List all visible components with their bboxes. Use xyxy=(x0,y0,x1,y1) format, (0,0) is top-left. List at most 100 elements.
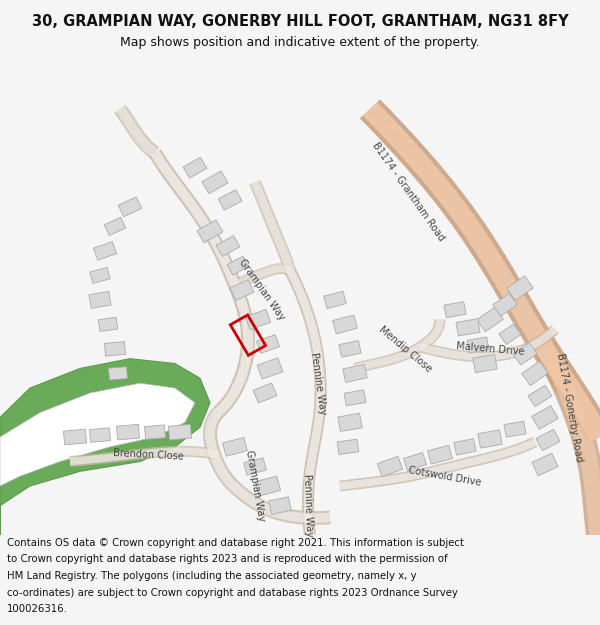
Polygon shape xyxy=(309,511,310,525)
Polygon shape xyxy=(490,270,515,285)
Polygon shape xyxy=(98,453,100,464)
Polygon shape xyxy=(421,469,424,479)
Polygon shape xyxy=(399,472,401,483)
Polygon shape xyxy=(189,446,190,457)
Polygon shape xyxy=(517,348,520,355)
Polygon shape xyxy=(472,352,473,360)
Polygon shape xyxy=(540,349,557,360)
Polygon shape xyxy=(77,456,79,466)
Polygon shape xyxy=(196,448,197,456)
Polygon shape xyxy=(497,278,515,288)
Polygon shape xyxy=(550,375,572,385)
Polygon shape xyxy=(121,114,130,119)
Polygon shape xyxy=(446,199,463,212)
Polygon shape xyxy=(484,351,485,362)
Polygon shape xyxy=(390,474,392,485)
Polygon shape xyxy=(364,479,366,487)
Polygon shape xyxy=(232,281,238,290)
Polygon shape xyxy=(205,429,215,431)
Polygon shape xyxy=(283,508,286,522)
Polygon shape xyxy=(504,449,506,457)
Polygon shape xyxy=(413,470,416,481)
Polygon shape xyxy=(203,432,217,433)
Polygon shape xyxy=(427,467,430,478)
Polygon shape xyxy=(116,108,128,116)
Polygon shape xyxy=(137,137,148,146)
Polygon shape xyxy=(430,331,439,338)
Polygon shape xyxy=(255,193,266,198)
Polygon shape xyxy=(542,353,557,361)
Polygon shape xyxy=(475,352,476,361)
Polygon shape xyxy=(235,374,248,380)
Polygon shape xyxy=(125,452,127,459)
Polygon shape xyxy=(439,191,461,208)
Polygon shape xyxy=(271,265,274,275)
Polygon shape xyxy=(265,505,269,514)
Polygon shape xyxy=(580,476,600,480)
Polygon shape xyxy=(205,442,218,446)
Polygon shape xyxy=(193,211,206,220)
Polygon shape xyxy=(223,269,236,275)
Polygon shape xyxy=(308,448,320,451)
Polygon shape xyxy=(284,264,292,267)
Polygon shape xyxy=(158,447,160,458)
Polygon shape xyxy=(238,280,241,287)
Polygon shape xyxy=(119,113,131,121)
Polygon shape xyxy=(303,478,315,479)
Polygon shape xyxy=(265,217,276,222)
Polygon shape xyxy=(287,266,289,273)
Polygon shape xyxy=(449,463,452,471)
Polygon shape xyxy=(300,512,302,522)
Polygon shape xyxy=(537,338,542,344)
Polygon shape xyxy=(242,276,247,286)
Polygon shape xyxy=(263,211,271,214)
Polygon shape xyxy=(246,276,249,283)
Polygon shape xyxy=(589,429,600,439)
Polygon shape xyxy=(289,274,296,278)
Polygon shape xyxy=(369,477,371,488)
Polygon shape xyxy=(181,194,193,204)
Polygon shape xyxy=(410,471,413,481)
Polygon shape xyxy=(309,451,317,453)
Polygon shape xyxy=(362,361,365,371)
Polygon shape xyxy=(563,399,579,406)
Polygon shape xyxy=(142,449,143,459)
Polygon shape xyxy=(124,118,132,123)
Polygon shape xyxy=(471,239,496,254)
Polygon shape xyxy=(384,125,406,144)
Polygon shape xyxy=(587,513,600,515)
Polygon shape xyxy=(282,261,293,265)
Polygon shape xyxy=(521,344,526,354)
Polygon shape xyxy=(426,336,433,344)
Polygon shape xyxy=(273,234,281,238)
Polygon shape xyxy=(302,486,314,488)
Polygon shape xyxy=(570,395,587,406)
Polygon shape xyxy=(236,300,246,304)
Polygon shape xyxy=(566,415,589,423)
Polygon shape xyxy=(310,339,321,342)
Polygon shape xyxy=(277,249,289,253)
Polygon shape xyxy=(442,194,465,212)
Polygon shape xyxy=(130,126,138,132)
Polygon shape xyxy=(241,278,245,285)
Polygon shape xyxy=(555,386,577,396)
Polygon shape xyxy=(377,118,399,138)
Polygon shape xyxy=(141,141,148,147)
Polygon shape xyxy=(588,519,600,521)
Polygon shape xyxy=(415,159,431,172)
Polygon shape xyxy=(122,116,131,121)
Polygon shape xyxy=(380,359,382,366)
Polygon shape xyxy=(544,362,566,373)
Polygon shape xyxy=(241,342,255,344)
Polygon shape xyxy=(215,467,227,474)
Polygon shape xyxy=(284,262,292,265)
Polygon shape xyxy=(207,445,217,448)
Polygon shape xyxy=(520,316,537,327)
Polygon shape xyxy=(90,456,91,463)
Polygon shape xyxy=(584,521,600,524)
Polygon shape xyxy=(239,315,253,319)
Polygon shape xyxy=(142,141,152,151)
Polygon shape xyxy=(443,463,446,474)
Polygon shape xyxy=(168,176,180,186)
Polygon shape xyxy=(127,123,136,128)
